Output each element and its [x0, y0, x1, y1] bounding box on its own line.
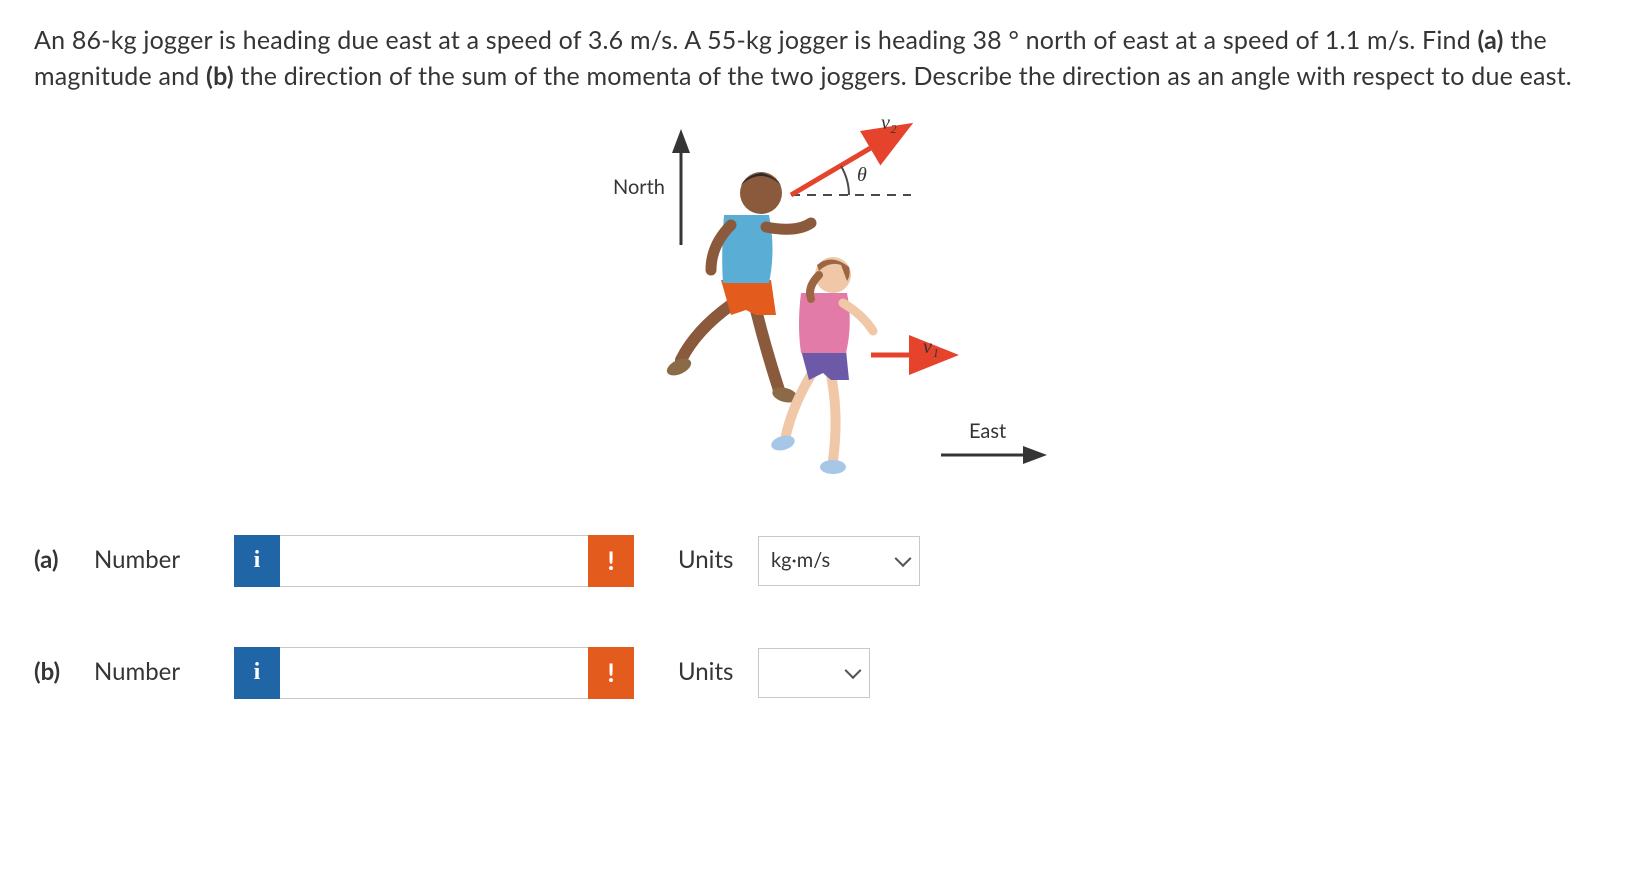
v2-arrow [791, 133, 896, 195]
answer-row-a: (a) Number i ! Units kg·m/s [34, 535, 1608, 587]
part-b-tag: (b) [206, 61, 234, 91]
part-a-tag: (a) [1478, 25, 1504, 55]
part-b-label: (b) [34, 655, 94, 690]
theta-label: θ [857, 161, 867, 190]
part-a-label: (a) [34, 543, 94, 578]
figure: North East v₂ v₁ θ [561, 115, 1081, 495]
unit-select-a[interactable]: kg·m/s [758, 536, 920, 586]
input-composite-b: i ! [234, 647, 634, 699]
txt: m/s. Find [1360, 25, 1477, 55]
v1: 3.6 [588, 25, 624, 55]
txt: -kg jogger is heading [736, 25, 972, 55]
txt: m/s. A [623, 25, 707, 55]
m1: 86 [72, 25, 101, 55]
north-label: North [613, 173, 665, 202]
unit-selected-a: kg·m/s [771, 546, 830, 575]
txt: the direction of the sum of the momenta … [234, 61, 1572, 91]
units-label-a: Units [678, 543, 758, 578]
v2: 1.1 [1325, 25, 1361, 55]
txt: An [34, 25, 72, 55]
angle: 38 [972, 25, 1001, 55]
info-button-b[interactable]: i [234, 647, 280, 699]
m2: 55 [707, 25, 736, 55]
problem-statement: An 86-kg jogger is heading due east at a… [34, 22, 1608, 95]
answer-block: (a) Number i ! Units kg·m/s (b) Number i… [34, 535, 1608, 699]
warn-button-b[interactable]: ! [588, 647, 634, 699]
number-label-b: Number [94, 655, 234, 690]
v1-label: v₁ [923, 333, 939, 362]
txt: -kg jogger is heading due east at a spee… [101, 25, 588, 55]
warn-button-a[interactable]: ! [588, 535, 634, 587]
jogger2 [770, 257, 873, 474]
number-input-a[interactable] [280, 535, 588, 587]
homework-page: An 86-kg jogger is heading due east at a… [0, 0, 1642, 890]
answer-row-b: (b) Number i ! Units [34, 647, 1608, 699]
number-input-b[interactable] [280, 647, 588, 699]
unit-select-b[interactable] [758, 648, 870, 698]
units-label-b: Units [678, 655, 758, 690]
v2-label: v₂ [881, 109, 897, 138]
jogger1 [664, 172, 811, 405]
theta-arc [841, 166, 849, 195]
input-composite-a: i ! [234, 535, 634, 587]
east-label: East [969, 417, 1006, 446]
info-button-a[interactable]: i [234, 535, 280, 587]
txt: ° north of east at a speed of [1002, 25, 1325, 55]
number-label-a: Number [94, 543, 234, 578]
